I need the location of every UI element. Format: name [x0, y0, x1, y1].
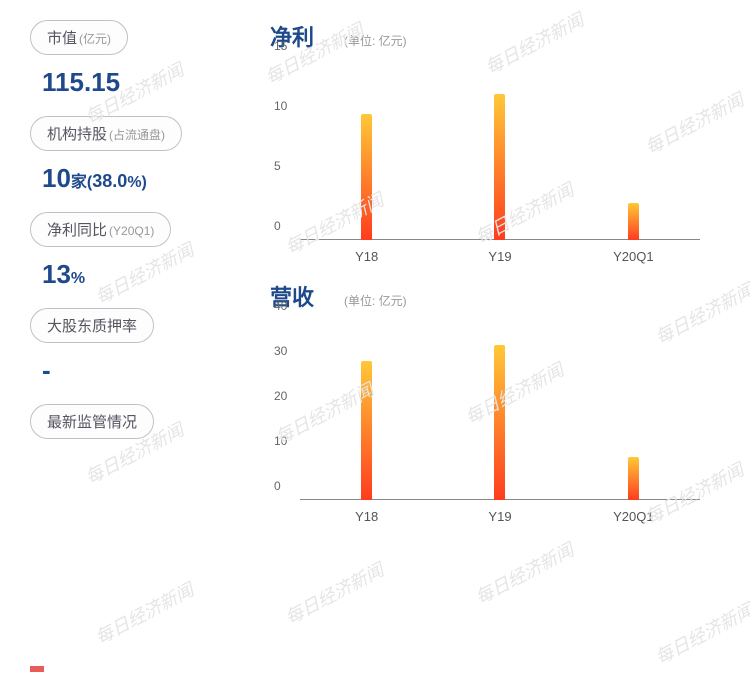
- stat-box: 市值(亿元) 115.15: [30, 20, 230, 98]
- stat-label-sub: (Y20Q1): [109, 224, 154, 238]
- chart-xlabel: Y19: [488, 509, 511, 524]
- chart-bar-wrap: Y19: [494, 94, 505, 240]
- chart-bar: [494, 345, 505, 500]
- main-container: 市值(亿元) 115.15 机构持股(占流通盘) 10家(38.0%) 净利同比(Y20…: [0, 0, 750, 550]
- footer-handle: [30, 666, 44, 672]
- chart-ytick: 20: [274, 389, 287, 403]
- chart-header: 营收(单位: 亿元): [270, 280, 720, 312]
- watermark: 每日经济新闻: [90, 576, 198, 650]
- chart-plot: 010203040Y18Y19Y20Q1: [300, 320, 700, 530]
- stat-label-pill: 机构持股(占流通盘): [30, 116, 182, 151]
- chart-ytick: 0: [274, 219, 281, 233]
- chart-xlabel: Y18: [355, 249, 378, 264]
- chart-bar: [494, 94, 505, 240]
- chart-xlabel: Y20Q1: [613, 509, 653, 524]
- chart-ytick: 10: [274, 99, 287, 113]
- charts-panel: 净利(单位: 亿元) 0 5 10 15 Y18 Y19 Y20Q1 营收(单位: 亿元) 0 10…: [270, 20, 720, 530]
- stat-value: -: [30, 355, 230, 386]
- stat-label-sub: (占流通盘): [109, 126, 165, 143]
- stats-panel: 市值(亿元) 115.15 机构持股(占流通盘) 10家(38.0%) 净利同比(Y20…: [30, 20, 230, 530]
- stat-value: 13%: [30, 259, 230, 290]
- chart-ytick: 10: [274, 434, 287, 448]
- chart-section: 净利(单位: 亿元) 0 5 10 15 Y18 Y19 Y20Q1: [270, 20, 720, 270]
- chart-bar: [361, 114, 372, 240]
- chart-section: 营收(单位: 亿元) 0 10 20 30 40 Y18 Y19 Y20Q1: [270, 280, 720, 530]
- stat-label-pill: 最新监管情况: [30, 404, 154, 439]
- chart-unit: (单位: 亿元): [344, 32, 407, 49]
- chart-ytick: 5: [274, 159, 281, 173]
- stat-label-main: 大股东质押率: [47, 315, 137, 336]
- chart-bar: [628, 203, 639, 240]
- chart-bars: Y18 Y19 Y20Q1: [300, 320, 700, 500]
- stat-label-main: 机构持股: [47, 123, 107, 144]
- stat-label-main: 最新监管情况: [47, 411, 137, 432]
- stat-label-pill: 净利同比(Y20Q1): [30, 212, 171, 247]
- chart-plot: 051015Y18Y19Y20Q1: [300, 60, 700, 270]
- chart-bar-wrap: Y20Q1: [628, 457, 639, 500]
- stat-value: 115.15: [30, 67, 230, 98]
- watermark: 每日经济新闻: [280, 556, 388, 630]
- stat-box: 机构持股(占流通盘) 10家(38.0%): [30, 116, 230, 194]
- chart-ytick: 0: [274, 479, 281, 493]
- chart-ytick: 40: [274, 299, 287, 313]
- stat-box: 最新监管情况: [30, 404, 230, 451]
- stat-label-main: 净利同比: [47, 219, 107, 240]
- chart-unit: (单位: 亿元): [344, 292, 407, 309]
- chart-xlabel: Y19: [488, 249, 511, 264]
- stat-label-sub: (亿元): [79, 30, 111, 47]
- stat-label-pill: 大股东质押率: [30, 308, 154, 343]
- stat-label-main: 市值: [47, 27, 77, 48]
- chart-bar-wrap: Y18: [361, 114, 372, 240]
- chart-xlabel: Y18: [355, 509, 378, 524]
- stat-value: 10家(38.0%): [30, 163, 230, 194]
- chart-bar: [628, 457, 639, 500]
- chart-bar-wrap: Y20Q1: [628, 203, 639, 240]
- stat-box: 大股东质押率 -: [30, 308, 230, 386]
- chart-ytick: 30: [274, 344, 287, 358]
- chart-xlabel: Y20Q1: [613, 249, 653, 264]
- chart-ytick: 15: [274, 39, 287, 53]
- watermark: 每日经济新闻: [650, 596, 750, 670]
- stat-label-pill: 市值(亿元): [30, 20, 128, 55]
- chart-bar-wrap: Y19: [494, 345, 505, 500]
- chart-bar-wrap: Y18: [361, 361, 372, 501]
- stat-box: 净利同比(Y20Q1) 13%: [30, 212, 230, 290]
- chart-bar: [361, 361, 372, 501]
- chart-bars: Y18 Y19 Y20Q1: [300, 60, 700, 240]
- chart-header: 净利(单位: 亿元): [270, 20, 720, 52]
